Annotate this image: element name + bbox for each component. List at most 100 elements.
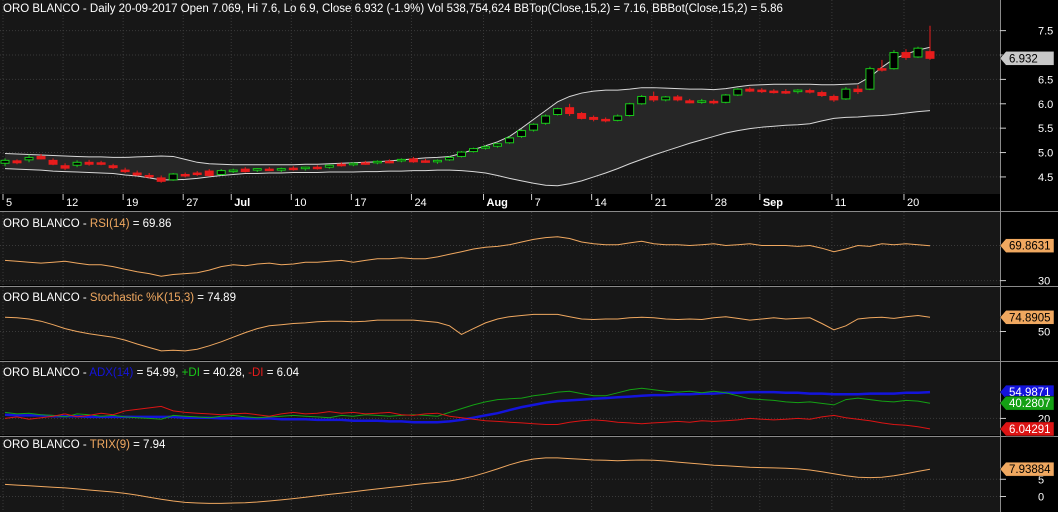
- candle-body: [144, 174, 154, 178]
- candle-body: [336, 163, 346, 167]
- adx-header-plusdi-value: = 40.28,: [200, 367, 248, 379]
- candle-body: [72, 161, 82, 166]
- rsi-last-badge: [999, 238, 1055, 253]
- y-axis-tick-label: 5.0: [1038, 148, 1053, 160]
- candle-body: [805, 90, 815, 93]
- candle-body: [565, 107, 575, 115]
- candle-body: [60, 165, 70, 169]
- candlesticks: [0, 25, 935, 183]
- candle-body: [757, 89, 767, 93]
- candle-body: [625, 103, 635, 116]
- candle-body: [120, 169, 130, 173]
- x-axis-tick-label: 28: [715, 197, 727, 209]
- adx-header-minusdi-value: = 6.04: [264, 367, 300, 379]
- candle-body: [601, 118, 611, 122]
- candle-body: [913, 47, 923, 58]
- candle-body: [360, 162, 370, 165]
- x-axis-tick-label: 19: [126, 197, 138, 209]
- bollinger-band-fill: [5, 47, 930, 186]
- trix-header: ORO BLANCO - TRIX(9) = 7.94: [3, 439, 166, 451]
- rsi-header: ORO BLANCO - RSI(14) = 69.86: [3, 218, 171, 230]
- trix-last-badge: [999, 461, 1055, 477]
- x-axis-tick-label: 10: [294, 197, 306, 209]
- candle-body: [48, 159, 58, 165]
- candle-body: [469, 148, 479, 153]
- candle-body: [793, 89, 803, 93]
- plusdi-last-value: 40.2807: [1009, 398, 1051, 410]
- adx-header-adx: ADX(14): [89, 367, 133, 379]
- candle-body: [216, 170, 226, 175]
- stoch-header-name: ORO BLANCO -: [3, 292, 90, 304]
- candle-body: [685, 100, 695, 104]
- candle-body: [841, 88, 851, 100]
- indicator-line: [4, 457, 931, 504]
- x-axis-tick-label: 21: [655, 197, 667, 209]
- bollinger-top-line: [4, 46, 931, 166]
- candle-body: [108, 165, 118, 169]
- candle-body: [456, 151, 466, 157]
- rsi-last-value: 69.8631: [1009, 241, 1051, 253]
- candle-body: [396, 158, 406, 162]
- indicator-line: [4, 313, 931, 352]
- candle-body: [577, 113, 587, 119]
- candle-body: [673, 96, 683, 101]
- candle-body: [228, 169, 238, 173]
- minusdi-last-badge: [999, 421, 1055, 437]
- trix-last-value: 7.93884: [1009, 464, 1051, 476]
- candle-body: [408, 158, 418, 163]
- y-axis-tick-label: 0: [1038, 492, 1044, 504]
- y-axis-tick-label: 30: [1038, 276, 1050, 288]
- candle-body: [180, 173, 190, 177]
- adx-header-plusdi: +DI: [182, 367, 200, 379]
- last-value-labels: 6.93269.863174.890554.987140.28076.04291…: [999, 51, 1055, 477]
- candle-body: [817, 92, 827, 96]
- candle-body: [829, 95, 839, 101]
- candle-body: [889, 52, 899, 70]
- trix-header-indicator: TRIX(9): [90, 439, 130, 451]
- x-axis-tick-label: 24: [414, 197, 426, 209]
- candle-body: [505, 137, 515, 144]
- trix-header-value: = 7.94: [130, 439, 166, 451]
- candle-body: [529, 123, 539, 131]
- candle-body: [649, 95, 659, 101]
- candle-body: [721, 94, 731, 103]
- adx-panel-bg: [0, 362, 1000, 435]
- plusdi-last-badge: [999, 395, 1055, 411]
- candle-body: [613, 115, 623, 121]
- rsi-panel-bg: [0, 212, 1000, 285]
- x-axis-tick-label: 17: [354, 197, 366, 209]
- x-axis-tick-label: 27: [186, 197, 198, 209]
- candle-body: [192, 172, 202, 176]
- stoch-last-badge: [999, 310, 1055, 325]
- candle-body: [240, 168, 250, 173]
- candle-body: [0, 159, 10, 164]
- x-axis-tick-label: 12: [66, 197, 78, 209]
- indicator-lines: [4, 236, 931, 504]
- price-last-badge: [999, 51, 1055, 66]
- adx-header-minusdi: -DI: [248, 367, 263, 379]
- stoch-panel-bg: [0, 287, 1000, 360]
- candle-body: [300, 166, 310, 170]
- price-header: ORO BLANCO - Daily 20-09-2017 Open 7.069…: [3, 3, 783, 15]
- x-axis-tick-label: 7: [535, 197, 541, 209]
- x-axis-tick-label: 5: [6, 197, 12, 209]
- y-axis-tick-label: 50: [1038, 327, 1050, 339]
- candle-body: [853, 88, 863, 93]
- indicator-line: [4, 236, 931, 277]
- y-axis-tick-label: 4.5: [1038, 172, 1053, 184]
- candle-body: [925, 51, 935, 59]
- candle-body: [481, 146, 491, 149]
- candle-body: [204, 170, 214, 176]
- y-axis-tick-label: 5: [1038, 474, 1044, 486]
- candle-body: [96, 162, 106, 165]
- candle-body: [168, 173, 178, 181]
- candle-body: [384, 160, 394, 164]
- y-axis-tick-label: 6.5: [1038, 74, 1053, 86]
- stoch-last-value: 74.8905: [1009, 312, 1051, 324]
- adx-header-adx-value: = 54.99,: [133, 367, 181, 379]
- indicator-line: [4, 405, 931, 430]
- candle-body: [637, 95, 647, 105]
- candle-body: [264, 168, 274, 172]
